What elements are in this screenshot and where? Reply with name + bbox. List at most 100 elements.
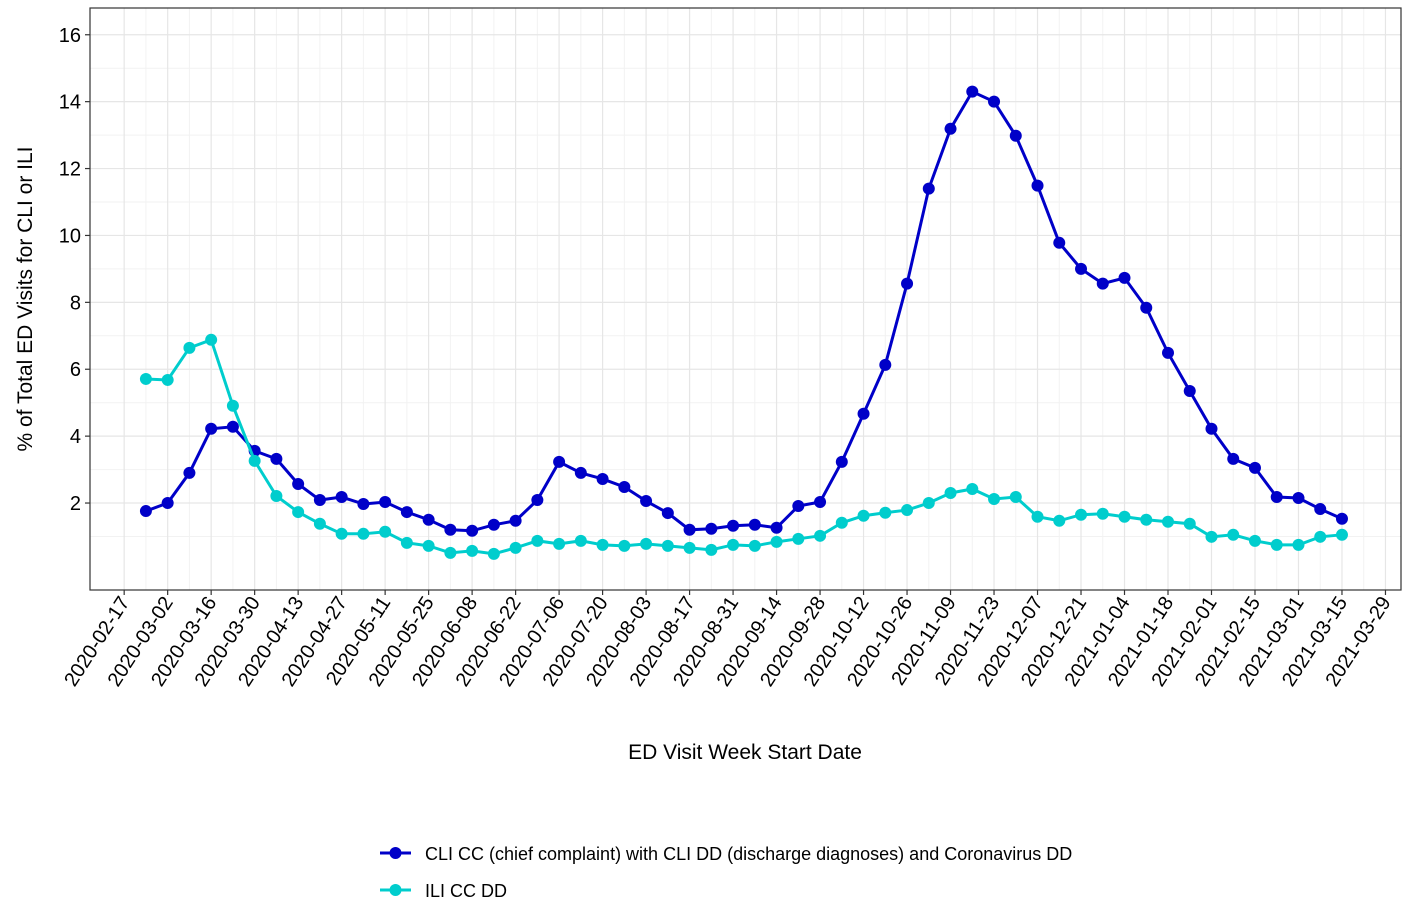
point xyxy=(879,506,892,519)
y-tick-label: 4 xyxy=(70,426,81,448)
point xyxy=(792,500,805,513)
y-tick-label: 14 xyxy=(59,92,81,114)
point xyxy=(574,534,587,547)
point xyxy=(466,524,479,537)
point xyxy=(1248,534,1261,547)
point xyxy=(335,491,348,504)
point xyxy=(183,466,196,479)
y-tick-label: 12 xyxy=(59,159,81,181)
point xyxy=(205,422,218,435)
point xyxy=(226,399,239,412)
point xyxy=(966,482,979,495)
y-tick-label: 8 xyxy=(70,292,81,314)
point xyxy=(1162,515,1175,528)
point xyxy=(205,333,218,346)
y-tick-label: 2 xyxy=(70,493,81,515)
point xyxy=(879,358,892,371)
point xyxy=(1031,179,1044,192)
point xyxy=(531,534,544,547)
point xyxy=(1009,491,1022,504)
point xyxy=(139,505,152,518)
legend-label: ILI CC DD xyxy=(425,881,507,901)
point xyxy=(748,539,761,552)
point xyxy=(444,523,457,536)
point xyxy=(966,85,979,98)
point xyxy=(1248,461,1261,474)
point xyxy=(901,277,914,290)
point xyxy=(509,514,522,527)
point xyxy=(1227,528,1240,541)
point xyxy=(1075,508,1088,521)
point xyxy=(574,466,587,479)
point xyxy=(1140,301,1153,314)
point xyxy=(988,493,1001,506)
point xyxy=(1118,271,1131,284)
point xyxy=(770,521,783,534)
point xyxy=(313,494,326,507)
point xyxy=(596,538,609,551)
point xyxy=(748,518,761,531)
point xyxy=(1096,277,1109,290)
point xyxy=(531,494,544,507)
point xyxy=(835,455,848,468)
point xyxy=(988,95,1001,108)
point xyxy=(444,546,457,559)
point xyxy=(422,539,435,552)
point xyxy=(640,495,653,508)
point xyxy=(400,506,413,519)
point xyxy=(705,522,718,535)
point xyxy=(814,529,827,542)
legend-label: CLI CC (chief complaint) with CLI DD (di… xyxy=(425,844,1072,864)
point xyxy=(1314,503,1327,516)
point xyxy=(292,477,305,490)
point xyxy=(683,523,696,536)
point xyxy=(422,513,435,526)
point xyxy=(618,539,631,552)
point xyxy=(1096,507,1109,520)
plot-border xyxy=(89,7,1402,591)
point xyxy=(335,527,348,540)
point xyxy=(792,532,805,545)
point xyxy=(379,525,392,538)
point xyxy=(944,122,957,135)
point xyxy=(400,536,413,549)
point xyxy=(357,527,370,540)
point xyxy=(1075,262,1088,275)
point xyxy=(1031,510,1044,523)
point xyxy=(161,373,174,386)
point xyxy=(727,538,740,551)
point xyxy=(466,544,479,557)
point xyxy=(509,541,522,554)
point xyxy=(292,506,305,519)
point xyxy=(640,537,653,550)
point xyxy=(1162,346,1175,359)
point xyxy=(1292,492,1305,505)
point xyxy=(1270,491,1283,504)
point xyxy=(857,407,870,420)
point xyxy=(1335,512,1348,525)
point xyxy=(901,504,914,517)
point xyxy=(1314,530,1327,543)
point xyxy=(727,519,740,532)
point xyxy=(1140,513,1153,526)
point xyxy=(1270,538,1283,551)
point xyxy=(487,547,500,560)
point xyxy=(487,518,500,531)
point xyxy=(661,539,674,552)
point xyxy=(553,537,566,550)
point xyxy=(1205,530,1218,543)
y-tick-label: 6 xyxy=(70,359,81,381)
y-axis-title: % of Total ED Visits for CLI or ILI xyxy=(14,146,37,451)
point xyxy=(1053,236,1066,249)
point xyxy=(1009,129,1022,142)
point xyxy=(313,517,326,530)
point xyxy=(161,497,174,510)
point xyxy=(1183,517,1196,530)
point xyxy=(1335,528,1348,541)
point xyxy=(379,496,392,509)
x-axis-title: ED Visit Week Start Date xyxy=(628,741,862,764)
point xyxy=(226,420,239,433)
point xyxy=(814,496,827,509)
point xyxy=(248,454,261,467)
legend-marker xyxy=(389,847,402,859)
